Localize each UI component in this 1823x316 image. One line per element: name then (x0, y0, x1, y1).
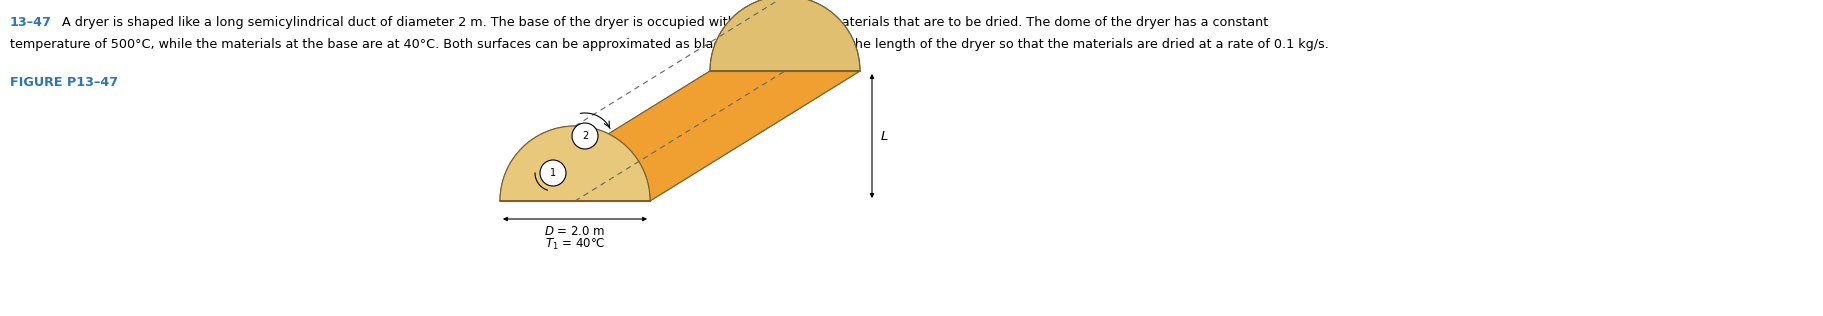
Text: $T_1$ = 40°C: $T_1$ = 40°C (545, 237, 605, 252)
Text: $L$: $L$ (881, 130, 888, 143)
Text: 2: 2 (582, 131, 589, 141)
Polygon shape (500, 126, 651, 201)
Text: 13–47: 13–47 (9, 16, 51, 29)
Polygon shape (709, 0, 860, 71)
Text: 1: 1 (551, 168, 556, 178)
Text: temperature of 500°C, while the materials at the base are at 40°C. Both surfaces: temperature of 500°C, while the material… (9, 38, 1329, 51)
Circle shape (540, 160, 565, 186)
Circle shape (572, 123, 598, 149)
Polygon shape (500, 71, 860, 201)
Polygon shape (500, 0, 860, 201)
Text: $D$ = 2.0 m: $D$ = 2.0 m (545, 225, 605, 238)
Text: A dryer is shaped like a long semicylindrical duct of diameter 2 m. The base of : A dryer is shaped like a long semicylind… (62, 16, 1269, 29)
Text: FIGURE P13–47: FIGURE P13–47 (9, 76, 118, 89)
